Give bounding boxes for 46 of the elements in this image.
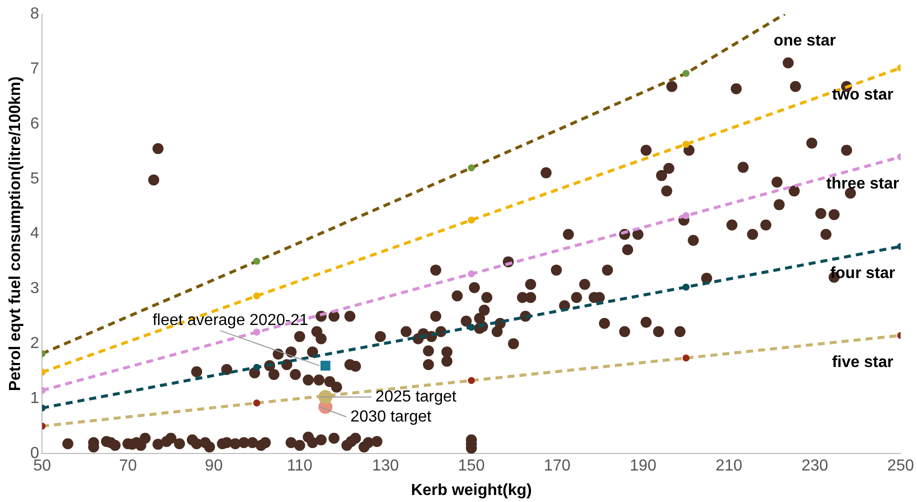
- point: [320, 360, 330, 371]
- x-tick-label: 230: [801, 458, 828, 475]
- x-tick-label: 50: [33, 458, 52, 475]
- x-tick-label: 90: [204, 458, 223, 475]
- point: [253, 292, 260, 300]
- point: [468, 216, 475, 224]
- point: [682, 284, 690, 291]
- point: [253, 328, 260, 336]
- point: [468, 377, 475, 384]
- y-tick-label: 4: [30, 225, 40, 242]
- point: [253, 400, 260, 407]
- x-axis-title: Kerb weight(kg): [410, 482, 532, 499]
- y-axis-title: Petrol eqvt fuel consumption(litre/100km): [7, 76, 24, 392]
- point: [682, 212, 690, 220]
- y-tick-label: 5: [30, 170, 40, 188]
- y-tick-label: 3: [30, 280, 40, 298]
- series-label: four star: [830, 264, 896, 282]
- point: [318, 390, 332, 404]
- x-tick-label: 70: [119, 458, 137, 475]
- text: 2025 target: [375, 388, 457, 406]
- x-tick-label: 190: [630, 458, 657, 475]
- series-label: five star: [832, 354, 894, 371]
- series-label: two star: [832, 86, 894, 104]
- point: [468, 164, 475, 172]
- x-tick-label: 250: [887, 458, 914, 475]
- x-tick-label: 130: [372, 458, 399, 475]
- x-tick-label: 210: [716, 458, 742, 475]
- y-tick-label: 8: [30, 5, 40, 22]
- y-tick-label: 7: [30, 60, 40, 78]
- y-tick-label: 2: [30, 335, 40, 352]
- point: [682, 140, 690, 148]
- point: [253, 258, 260, 265]
- x-tick-label: 110: [286, 458, 313, 475]
- series-label: 2030 target: [350, 408, 432, 426]
- text: fleet average 2020-21: [152, 312, 308, 330]
- point: [468, 324, 475, 331]
- point: [682, 354, 690, 362]
- point: [682, 70, 690, 77]
- x-tick-label: 150: [458, 458, 485, 475]
- point: [253, 364, 260, 371]
- y-tick-label: 1: [30, 390, 40, 408]
- x-tick-label: 170: [544, 458, 571, 475]
- series-label: one star: [774, 32, 836, 50]
- point: [468, 270, 475, 278]
- y-tick-label: 6: [30, 115, 40, 132]
- series-label: three star: [826, 175, 900, 192]
